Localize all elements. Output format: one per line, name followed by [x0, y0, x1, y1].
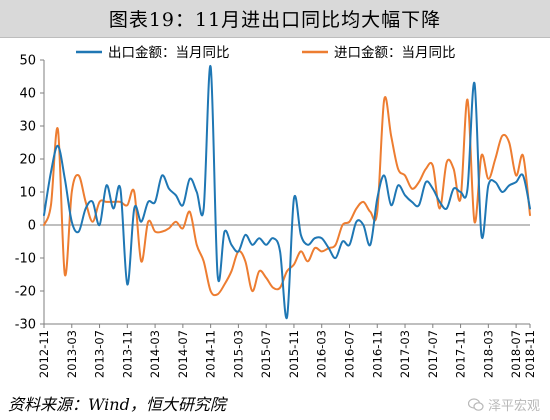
chart-series — [43, 65, 531, 320]
chart-legend: 出口金额：当月同比 进口金额：当月同比 — [76, 45, 456, 61]
x-tick-label: 2018-03 — [481, 330, 495, 378]
x-tick-label: 2015-07 — [259, 330, 273, 378]
y-tick-label: 50 — [19, 54, 36, 69]
x-tick-label: 2017-07 — [426, 330, 440, 378]
x-tick-label: 2018-07 — [509, 330, 523, 378]
series-line-import — [43, 96, 531, 297]
legend-item-import: 进口金额：当月同比 — [302, 45, 456, 61]
x-tick-label: 2015-03 — [231, 330, 245, 378]
x-tick-label: 2013-03 — [65, 330, 79, 378]
legend-item-export: 出口金额：当月同比 — [76, 45, 230, 61]
legend-label: 进口金额：当月同比 — [334, 45, 456, 61]
x-tick-label: 2015-11 — [287, 330, 301, 378]
y-tick-label: 30 — [19, 120, 36, 135]
x-tick-label: 2017-11 — [454, 330, 468, 378]
y-tick-label: 40 — [19, 87, 36, 102]
y-tick-label: -20 — [15, 285, 36, 300]
x-tick-label: 2016-03 — [315, 330, 329, 378]
x-tick-label: 2014-03 — [148, 330, 162, 378]
x-tick-label: 2016-07 — [342, 330, 356, 378]
source-note: 资料来源：Wind，恒大研究院 — [8, 395, 226, 414]
figure-title-bar: 图表19：11月进出口同比均大幅下降 — [0, 0, 550, 38]
x-tick-label: 2014-07 — [176, 330, 190, 378]
y-tick-label: 10 — [19, 186, 36, 201]
watermark: 泽平宏观 — [467, 395, 540, 414]
y-tick-label: -30 — [15, 318, 36, 333]
y-tick-label: 20 — [19, 153, 36, 168]
x-tick-label: 2017-03 — [398, 330, 412, 378]
x-tick-label: 2014-11 — [204, 330, 218, 378]
legend-label: 出口金额：当月同比 — [108, 45, 230, 61]
x-tick-label: 2018-11 — [523, 330, 537, 378]
x-tick-label: 2016-11 — [370, 330, 384, 378]
x-tick-label: 2013-11 — [120, 330, 134, 378]
figure-title: 图表19：11月进出口同比均大幅下降 — [108, 9, 442, 31]
y-tick-label: -10 — [15, 252, 36, 267]
x-tick-label: 2013-07 — [93, 330, 107, 378]
watermark-text: 泽平宏观 — [487, 399, 540, 414]
wechat-icon — [467, 397, 484, 411]
x-tick-label: 2012-11 — [37, 330, 51, 378]
y-tick-label: 0 — [28, 219, 36, 234]
series-line-export — [43, 65, 531, 320]
